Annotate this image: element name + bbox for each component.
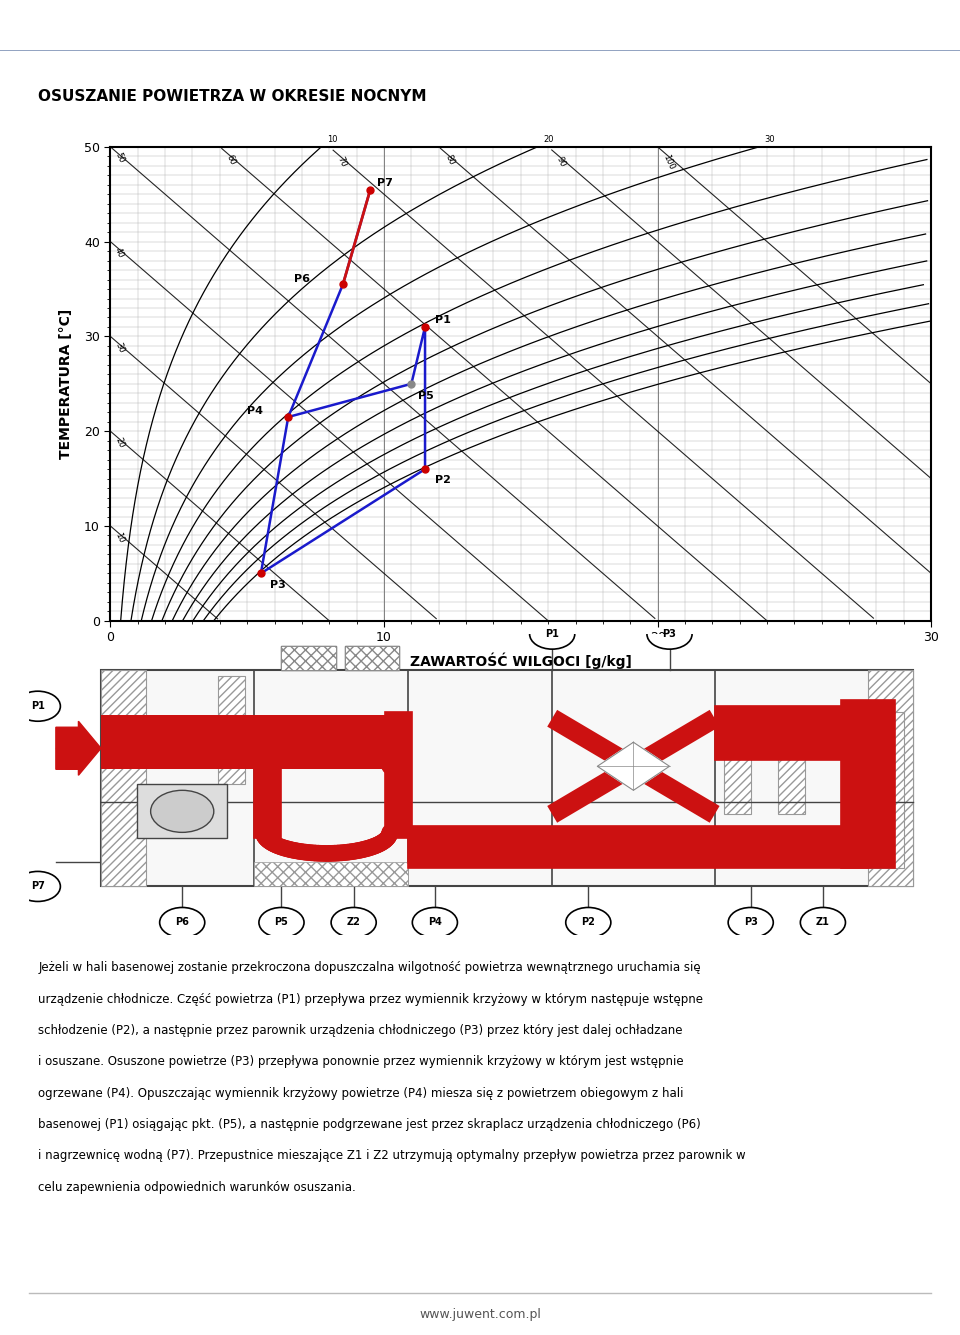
Bar [101,716,408,769]
Bar [841,700,895,869]
Circle shape [565,908,611,937]
Text: P2: P2 [582,917,595,928]
Text: P2: P2 [435,475,450,486]
Text: Z2: Z2 [347,917,361,928]
Text: 40: 40 [113,247,126,259]
Text: celu zapewnienia odpowiednich warunków osuszania.: celu zapewnienia odpowiednich warunków o… [38,1180,356,1193]
Text: CENTRALE BASENOWE CSB: CENTRALE BASENOWE CSB [24,16,339,35]
Bar [408,826,714,869]
Circle shape [728,908,773,937]
Text: 10: 10 [326,135,337,144]
Bar [345,646,398,670]
Text: P3: P3 [744,917,757,928]
Text: i osuszane. Osuszone powietrze (P3) przepływa ponownie przez wymiennik krzyżowy : i osuszane. Osuszone powietrze (P3) prze… [38,1055,684,1068]
Text: schłodzenie (P2), a następnie przez parownik urządzenia chłodniczego (P3) przez : schłodzenie (P2), a następnie przez paro… [38,1024,683,1037]
Text: P1: P1 [435,315,450,326]
Text: P3: P3 [271,579,286,590]
Bar [714,706,868,761]
Text: P1: P1 [545,629,559,639]
Circle shape [151,790,214,833]
Bar [868,670,913,886]
Bar [101,670,146,886]
X-axis label: ZAWARTOŚĆ WILGOCI [g/kg]: ZAWARTOŚĆ WILGOCI [g/kg] [410,653,632,669]
Text: 100: 100 [661,152,677,171]
Text: 10: 10 [113,531,126,543]
Text: P4: P4 [248,406,263,417]
Circle shape [801,908,846,937]
Text: Z1: Z1 [816,917,829,928]
Bar [218,676,246,784]
Bar [724,706,751,814]
Text: P5: P5 [275,917,288,928]
Circle shape [15,692,60,721]
Text: OSUSZANIE POWIETRZA W OKRESIE NOCNYM: OSUSZANIE POWIETRZA W OKRESIE NOCNYM [38,89,427,104]
Text: Jeżeli w hali basenowej zostanie przekroczona dopuszczalna wilgotność powietrza : Jeżeli w hali basenowej zostanie przekro… [38,961,701,975]
Text: ⭮ JUWENT: ⭮ JUWENT [846,16,936,35]
Text: 116: 116 [19,977,48,991]
Text: urządzenie chłodnicze. Część powietrza (P1) przepływa przez wymiennik krzyżowy w: urządzenie chłodnicze. Część powietrza (… [38,992,704,1005]
FancyArrow shape [56,721,101,776]
Circle shape [647,619,692,649]
Text: P7: P7 [377,178,393,188]
Text: 90: 90 [555,155,567,168]
Text: P1: P1 [31,701,45,712]
Circle shape [159,908,204,937]
Text: P6: P6 [294,275,310,284]
Text: ogrzewane (P4). Opuszczając wymiennik krzyżowy powietrze (P4) miesza się z powie: ogrzewane (P4). Opuszczając wymiennik kr… [38,1087,684,1100]
Bar [345,646,398,670]
Text: P7: P7 [31,881,45,892]
Text: basenowej (P1) osiągając pkt. (P5), a następnie podgrzewane jest przez skraplacz: basenowej (P1) osiągając pkt. (P5), a na… [38,1117,701,1131]
Bar [385,713,413,838]
Bar [254,766,281,838]
Text: 20: 20 [543,135,553,144]
Circle shape [259,908,304,937]
Circle shape [530,619,575,649]
Text: P4: P4 [428,917,442,928]
Circle shape [15,872,60,901]
Text: P5: P5 [419,391,434,400]
Circle shape [331,908,376,937]
Text: i nagrzewnicę wodną (P7). Przepustnice mieszające Z1 i Z2 utrzymują optymalny pr: i nagrzewnicę wodną (P7). Przepustnice m… [38,1149,746,1163]
Text: 30: 30 [764,135,776,144]
Bar [281,646,336,670]
Bar [778,706,804,814]
Text: 30: 30 [113,342,126,355]
Text: www.juwent.com.pl: www.juwent.com.pl [420,1308,540,1322]
Text: P3: P3 [662,629,677,639]
Bar [137,784,228,838]
Text: 80: 80 [444,154,456,167]
Text: P6: P6 [176,917,189,928]
Text: 50: 50 [113,152,126,164]
Bar [281,646,336,670]
Text: 70: 70 [336,155,348,168]
Bar [101,670,913,886]
Text: 60: 60 [225,154,237,167]
Circle shape [413,908,457,937]
Text: 20: 20 [113,437,126,449]
Bar [868,713,904,869]
Y-axis label: TEMPERATURA [°C]: TEMPERATURA [°C] [59,308,73,459]
Bar [714,826,868,869]
Polygon shape [597,742,669,790]
Bar [254,862,408,886]
